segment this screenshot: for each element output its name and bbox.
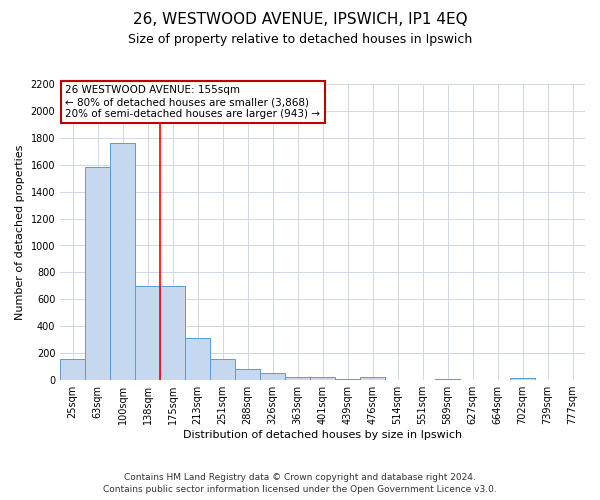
- Bar: [510, 378, 535, 380]
- Bar: [160, 286, 185, 380]
- Bar: [285, 376, 310, 380]
- Text: 26, WESTWOOD AVENUE, IPSWICH, IP1 4EQ: 26, WESTWOOD AVENUE, IPSWICH, IP1 4EQ: [133, 12, 467, 28]
- Bar: [85, 168, 110, 380]
- Bar: [435, 378, 460, 380]
- Text: Size of property relative to detached houses in Ipswich: Size of property relative to detached ho…: [128, 32, 472, 46]
- Bar: [235, 368, 260, 380]
- Bar: [260, 374, 285, 380]
- Bar: [335, 378, 360, 380]
- Bar: [185, 338, 210, 380]
- X-axis label: Distribution of detached houses by size in Ipswich: Distribution of detached houses by size …: [183, 430, 462, 440]
- Bar: [310, 378, 335, 380]
- Bar: [60, 358, 85, 380]
- Bar: [135, 286, 160, 380]
- Text: Contains public sector information licensed under the Open Government Licence v3: Contains public sector information licen…: [103, 486, 497, 494]
- Text: Contains HM Land Registry data © Crown copyright and database right 2024.: Contains HM Land Registry data © Crown c…: [124, 473, 476, 482]
- Bar: [210, 359, 235, 380]
- Bar: [360, 378, 385, 380]
- Text: 26 WESTWOOD AVENUE: 155sqm
← 80% of detached houses are smaller (3,868)
20% of s: 26 WESTWOOD AVENUE: 155sqm ← 80% of deta…: [65, 86, 320, 118]
- Y-axis label: Number of detached properties: Number of detached properties: [15, 144, 25, 320]
- Bar: [110, 143, 135, 380]
